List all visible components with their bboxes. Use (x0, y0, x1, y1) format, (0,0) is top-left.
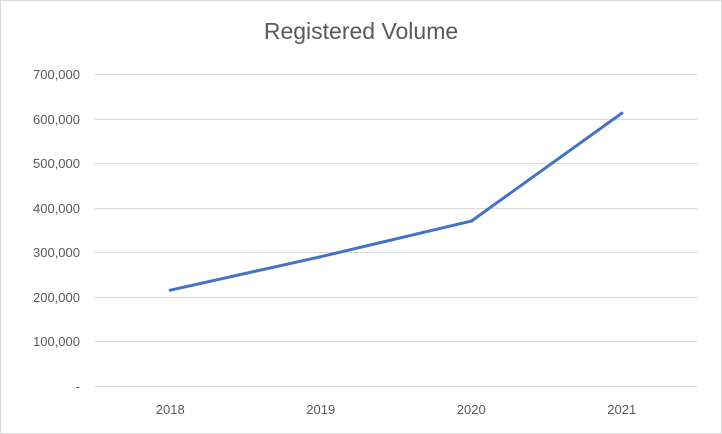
data-point (620, 111, 624, 115)
y-tick-label: 400,000 (33, 201, 80, 216)
series-line (168, 111, 624, 292)
y-tick-label: 300,000 (33, 245, 80, 260)
data-point (469, 219, 473, 223)
series-layer (168, 111, 624, 292)
y-tick-label: 500,000 (33, 156, 80, 171)
y-tick-label: 700,000 (33, 67, 80, 82)
x-tick-label: 2021 (607, 402, 636, 417)
y-tick-label: 100,000 (33, 334, 80, 349)
x-tick-label: 2020 (457, 402, 486, 417)
gridlines (95, 74, 697, 387)
y-axis-tick-labels: - 100,000 200,000 300,000 400,000 500,000 600,… (33, 67, 80, 394)
y-tick-label: 600,000 (33, 112, 80, 127)
x-tick-label: 2018 (156, 402, 185, 417)
x-tick-label: 2019 (306, 402, 335, 417)
chart-title: Registered Volume (263, 18, 459, 44)
data-point (168, 288, 172, 292)
x-axis-tick-labels: 2018 2019 2020 2021 (156, 402, 636, 417)
y-tick-label: - (76, 379, 80, 394)
data-point (319, 255, 323, 259)
y-tick-label: 200,000 (33, 290, 80, 305)
